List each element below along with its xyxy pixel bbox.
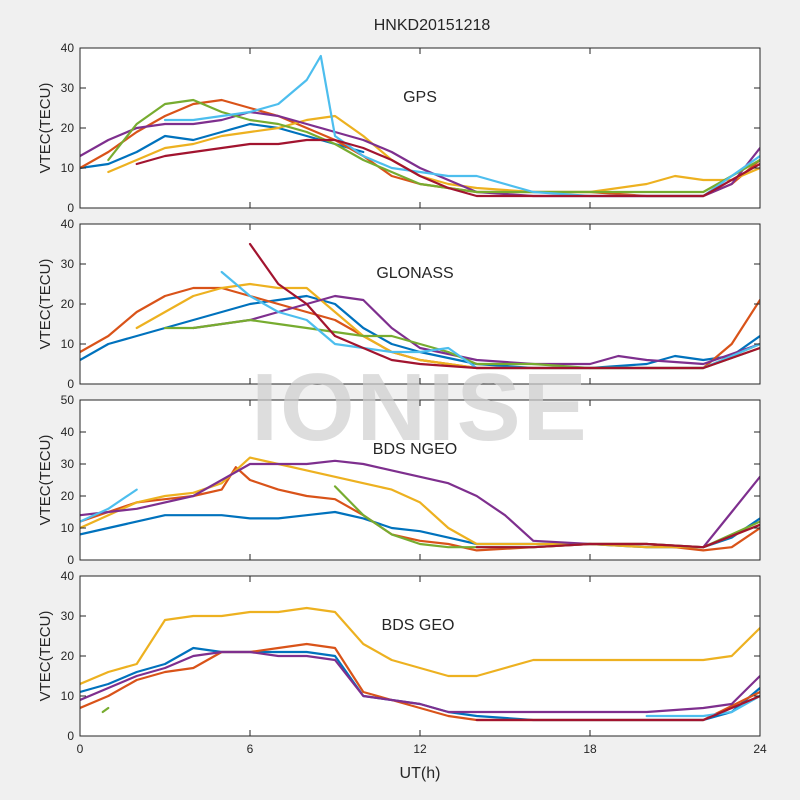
watermark: IONISE <box>251 354 588 461</box>
y-tick-label: 40 <box>61 217 75 231</box>
series-line-6 <box>475 523 760 549</box>
panels: 0 10 20 30 40 VTEC(TECU) GPS 0 10 20 30 40 VTEC(TECU… <box>37 41 767 756</box>
x-axis-label: UT(h) <box>400 765 441 782</box>
y-tick-label: 0 <box>67 729 74 743</box>
y-tick-label: 10 <box>61 521 75 535</box>
y-axis-label: VTEC(TECU) <box>37 611 54 702</box>
y-tick-label: 10 <box>61 689 75 703</box>
x-tick-label: 12 <box>413 742 427 756</box>
panel-label: BDS NGEO <box>373 441 457 458</box>
panel-label: GPS <box>403 89 437 106</box>
series-line-6 <box>248 242 760 370</box>
x-tick-label: 6 <box>247 742 254 756</box>
y-axis-label: VTEC(TECU) <box>37 435 54 526</box>
series-line-2 <box>80 606 760 686</box>
y-tick-label: 0 <box>67 377 74 391</box>
y-tick-label: 20 <box>61 489 75 503</box>
series-group <box>80 456 760 552</box>
y-tick-label: 30 <box>61 609 75 623</box>
y-tick-label: 0 <box>67 553 74 567</box>
y-tick-label: 40 <box>61 41 75 55</box>
series-line-0 <box>80 294 760 370</box>
y-tick-label: 20 <box>61 297 75 311</box>
series-line-4 <box>101 706 110 714</box>
y-tick-label: 50 <box>61 393 75 407</box>
panel-2: 0 10 20 30 40 50 VTEC(TECU) BDS NGEO <box>37 393 761 567</box>
y-tick-label: 30 <box>61 457 75 471</box>
y-tick-label: 10 <box>61 161 75 175</box>
y-tick-label: 20 <box>61 649 75 663</box>
series-group <box>80 242 760 370</box>
panel-3: 0 6 12 18 24 0 10 20 30 40 VTEC(TECU) BDS GEO <box>37 569 767 756</box>
y-tick-label: 40 <box>61 569 75 583</box>
y-axis-label: VTEC(TECU) <box>37 83 54 174</box>
y-tick-label: 0 <box>67 201 74 215</box>
plot-area <box>80 224 760 384</box>
y-tick-label: 10 <box>61 337 75 351</box>
series-line-6 <box>135 138 760 198</box>
series-line-4 <box>107 98 760 194</box>
panel-label: GLONASS <box>376 265 453 282</box>
series-group <box>80 54 760 198</box>
x-tick-label: 18 <box>583 742 597 756</box>
plot-area <box>80 400 760 560</box>
series-group <box>80 606 760 722</box>
series-line-3 <box>192 294 760 366</box>
series-line-5 <box>80 488 138 523</box>
panel-0: 0 10 20 30 40 VTEC(TECU) GPS <box>37 41 761 215</box>
series-line-6 <box>475 694 760 722</box>
y-tick-label: 30 <box>61 257 75 271</box>
figure-title: HNKD20151218 <box>374 17 491 34</box>
panel-1: 0 10 20 30 40 VTEC(TECU) GLONASS <box>37 217 761 391</box>
series-line-3 <box>80 650 760 714</box>
x-tick-label: 0 <box>77 742 84 756</box>
plot-area <box>80 48 760 208</box>
series-line-5 <box>645 694 760 718</box>
series-line-0 <box>80 122 365 170</box>
x-tick-label: 24 <box>753 742 767 756</box>
panel-label: BDS GEO <box>382 617 455 634</box>
y-tick-label: 40 <box>61 425 75 439</box>
y-tick-label: 20 <box>61 121 75 135</box>
y-tick-label: 30 <box>61 81 75 95</box>
y-axis-label: VTEC(TECU) <box>37 259 54 350</box>
